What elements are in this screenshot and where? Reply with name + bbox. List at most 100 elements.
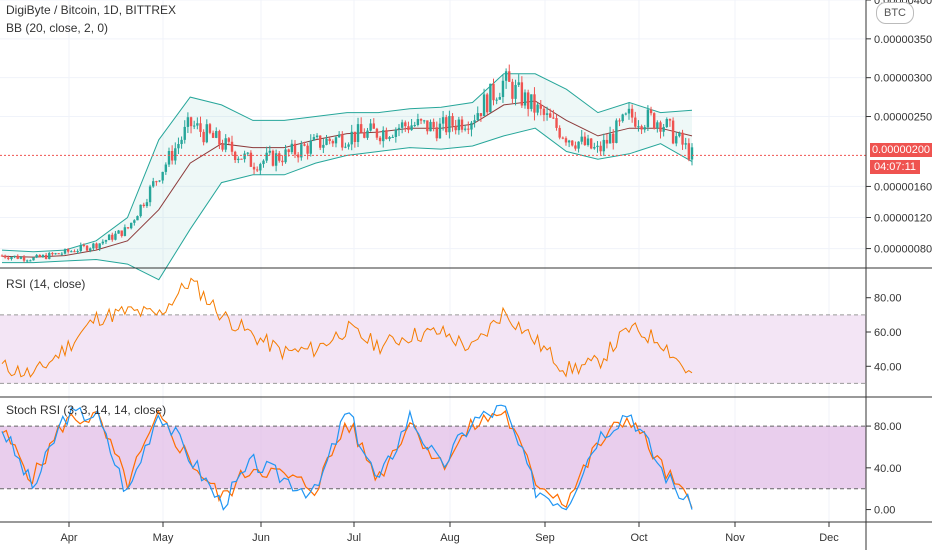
candle-body: [451, 116, 454, 126]
time-tick-label: Dec: [819, 532, 839, 544]
candle-body: [422, 120, 426, 122]
candle-body: [621, 114, 624, 122]
candle-body: [341, 134, 344, 148]
candle-body: [325, 138, 328, 145]
candle-body: [76, 250, 79, 252]
stoch-tick-label: 80.00: [874, 421, 902, 433]
rsi-panel[interactable]: [0, 277, 866, 384]
rsi-line: [1, 277, 693, 378]
candle-body: [111, 234, 114, 240]
rsi-tick-label: 40.00: [874, 361, 902, 373]
candle-body: [120, 230, 123, 236]
candle-body: [22, 257, 26, 261]
candle-body: [492, 83, 495, 101]
stoch-rsi-panel[interactable]: [0, 404, 866, 511]
candle-body: [627, 108, 631, 114]
candle-body: [404, 122, 407, 127]
candle-body: [599, 145, 602, 152]
candle-body: [337, 134, 341, 138]
candle-body: [385, 130, 388, 139]
candle-body: [372, 123, 375, 129]
price-panel[interactable]: [0, 64, 866, 281]
candle-body: [117, 230, 120, 234]
candle-body: [382, 130, 385, 142]
stoch-indicator-label[interactable]: Stoch RSI (3, 3, 14, 14, close): [6, 403, 167, 417]
candle-body: [520, 82, 524, 106]
candle-body: [202, 131, 205, 143]
candle-body: [243, 153, 246, 160]
candle-body: [233, 151, 237, 161]
candle-body: [199, 123, 202, 132]
candle-body: [48, 252, 51, 259]
candle-body: [29, 260, 32, 262]
candle-body: [378, 137, 382, 142]
candle-body: [473, 120, 476, 123]
price-tick-label: 0.00000160: [874, 181, 932, 193]
stoch-tick-label: 0.00: [874, 505, 895, 517]
candle-body: [158, 180, 161, 182]
candles: [0, 64, 694, 263]
candle-body: [107, 234, 111, 241]
stoch-band-fill: [0, 426, 866, 489]
currency-badge[interactable]: BTC: [876, 2, 914, 24]
candle-body: [463, 128, 467, 130]
candle-body: [470, 122, 473, 130]
candle-body: [558, 127, 561, 138]
rsi-tick-label: 80.00: [874, 293, 902, 305]
candle-body: [479, 113, 483, 117]
candle-body: [3, 255, 7, 258]
candle-body: [640, 126, 643, 130]
time-tick-label: Jul: [347, 532, 361, 544]
chart-title[interactable]: DigiByte / Bitcoin, 1D, BITTREX: [6, 3, 177, 17]
rsi-indicator-label[interactable]: RSI (14, close): [6, 277, 86, 291]
time-tick-label: Aug: [440, 532, 460, 544]
candle-body: [612, 133, 615, 143]
candle-body: [608, 133, 612, 144]
candle-body: [564, 138, 568, 143]
candle-body: [265, 152, 268, 161]
candle-body: [246, 152, 249, 154]
candle-body: [567, 140, 571, 143]
bb-indicator-label[interactable]: BB (20, close, 2, 0): [6, 21, 109, 35]
candle-body: [675, 136, 678, 144]
candle-body: [85, 245, 89, 251]
candle-body: [589, 138, 593, 149]
candle-body: [208, 124, 212, 133]
candle-body: [457, 119, 461, 131]
candle-body: [495, 99, 498, 101]
candle-body: [79, 244, 82, 251]
current-price-tag: 0.00000200: [870, 143, 932, 157]
candle-body: [435, 127, 438, 139]
candle-body: [35, 254, 38, 258]
candle-body: [448, 116, 451, 133]
candle-body: [460, 119, 464, 130]
candle-body: [549, 113, 552, 118]
candle-body: [256, 169, 259, 171]
rsi-band-fill: [0, 314, 866, 384]
candle-body: [334, 137, 338, 144]
candle-body: [394, 129, 398, 137]
candle-body: [89, 248, 92, 251]
candle-body: [359, 124, 363, 133]
candle-body: [331, 140, 335, 144]
candle-body: [356, 124, 360, 142]
candle-body: [363, 132, 366, 138]
candle-body: [10, 257, 13, 259]
candle-body: [391, 136, 394, 138]
candle-body: [586, 138, 590, 145]
candle-body: [136, 216, 139, 221]
candle-body: [73, 251, 76, 253]
candle-body: [186, 117, 190, 127]
candle-body: [662, 126, 665, 132]
time-tick-label: Nov: [725, 532, 745, 544]
candle-body: [221, 144, 224, 150]
time-axis[interactable]: Apr May Jun Jul Aug Sep Oct Nov Dec: [60, 522, 839, 544]
candle-body: [684, 143, 687, 145]
candle-body: [227, 138, 231, 142]
candle-body: [177, 144, 180, 149]
price-axis[interactable]: 0.000004000.000003500.000003000.00000250…: [866, 0, 932, 256]
bollinger-upper-band: [1, 73, 693, 253]
candle-body: [205, 124, 208, 143]
candle-body: [498, 97, 502, 100]
